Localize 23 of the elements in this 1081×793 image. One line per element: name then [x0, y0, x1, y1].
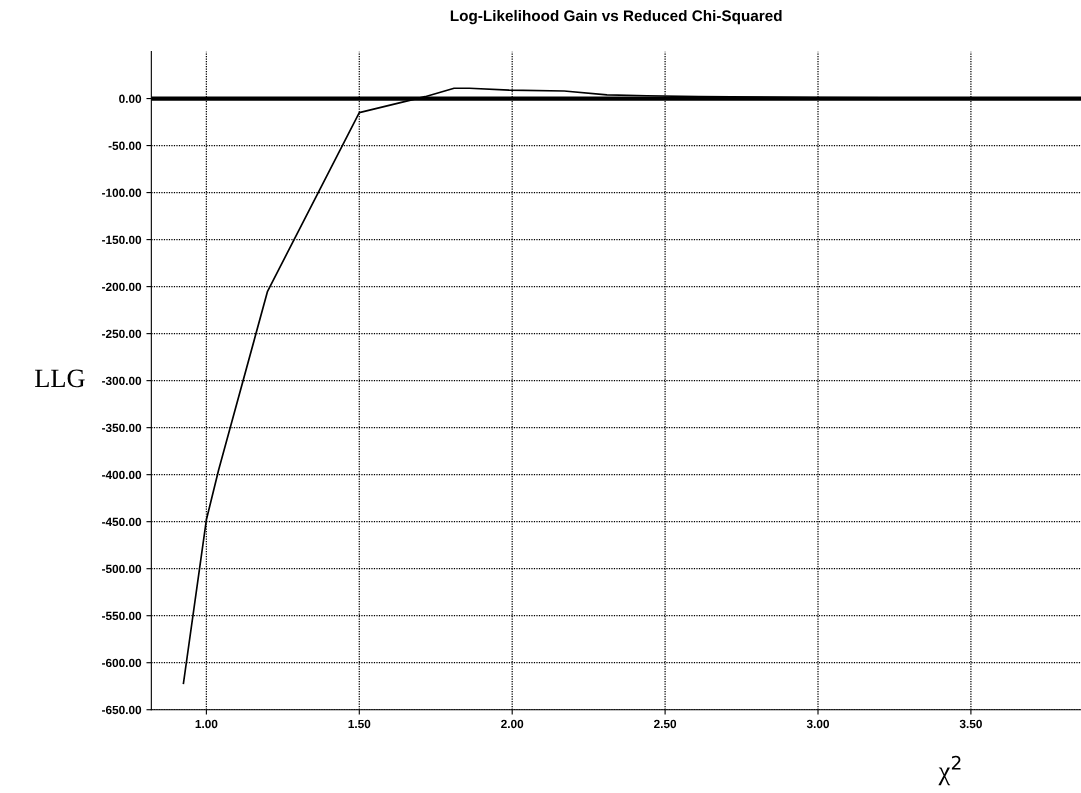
y-tick-label: 0.00 [119, 94, 142, 103]
y-tick-label: -300.00 [102, 376, 142, 386]
y-tick-label: -650.00 [102, 705, 142, 715]
y-tick-label: -250.00 [102, 329, 142, 339]
y-tick-label: -450.00 [102, 517, 142, 527]
x-tick-label: 1.00 [195, 719, 218, 729]
x-tick-label: 1.50 [348, 719, 371, 729]
y-tick-label: -350.00 [102, 423, 142, 433]
y-tick-label: -50.00 [108, 141, 142, 150]
y-tick-label: -500.00 [102, 564, 142, 574]
y-axis-title: LLG [35, 369, 85, 388]
y-tick-label: -200.00 [102, 282, 142, 292]
y-tick-label: -550.00 [102, 611, 142, 621]
x-tick-label: 2.50 [654, 719, 677, 729]
x-tick-label: 2.00 [501, 719, 524, 729]
y-tick-label: -600.00 [102, 658, 142, 668]
y-tick-label: -400.00 [102, 470, 142, 480]
y-tick-label: -100.00 [102, 188, 142, 197]
x-tick-label: 3.50 [959, 719, 982, 729]
x-tick-label: 3.00 [806, 719, 830, 729]
x-axis-title: χ$^{2}$ [938, 755, 961, 786]
chart-title: Log-Likelihood Gain vs Reduced Chi-Squared [450, 9, 782, 25]
y-tick-label: -150.00 [102, 235, 142, 244]
